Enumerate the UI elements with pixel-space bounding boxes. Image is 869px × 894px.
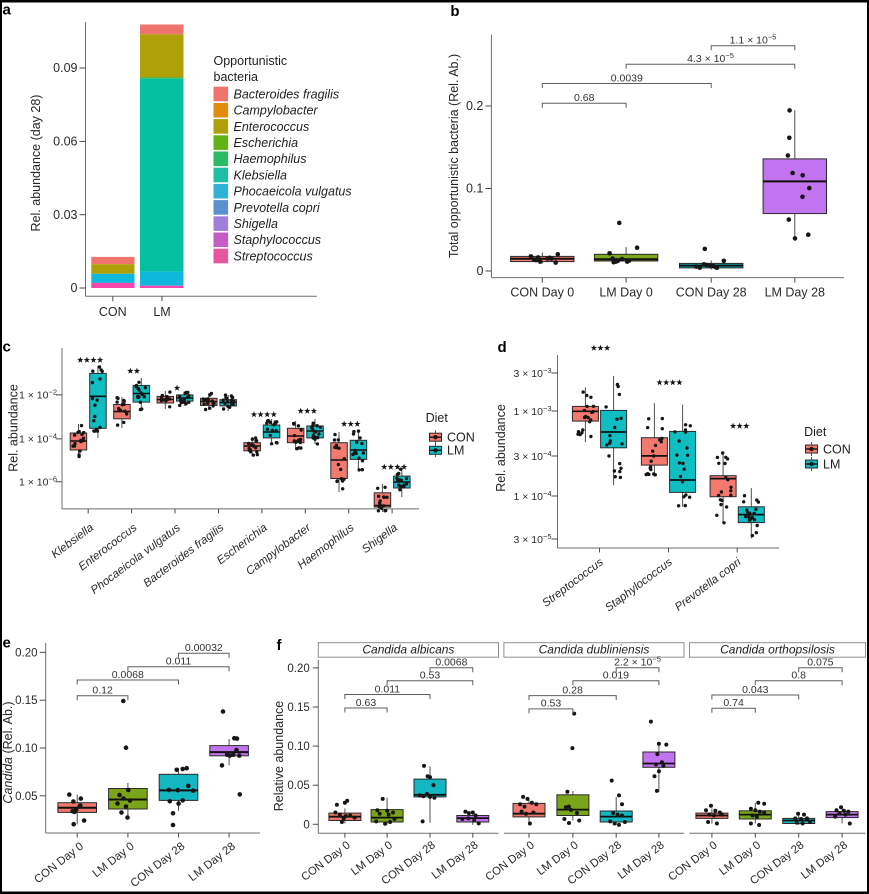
svg-text:0.20: 0.20: [15, 647, 37, 659]
svg-text:Rel. abundance (day 28): Rel. abundance (day 28): [29, 95, 43, 232]
svg-text:bacteria: bacteria: [214, 70, 259, 84]
svg-text:0.12: 0.12: [92, 685, 113, 697]
svg-text:0.06: 0.06: [53, 135, 77, 149]
svg-text:0.10: 0.10: [287, 741, 309, 753]
svg-text:0.011: 0.011: [375, 683, 401, 695]
svg-text:Opportunistic: Opportunistic: [214, 54, 288, 68]
svg-text:Staphylococcus: Staphylococcus: [234, 233, 322, 247]
svg-text:0.0068: 0.0068: [112, 669, 144, 681]
svg-text:Rel. abundance: Rel. abundance: [494, 404, 508, 492]
svg-text:0.03: 0.03: [53, 208, 77, 222]
svg-text:0.53: 0.53: [541, 698, 562, 710]
svg-text:Candida orthopsilosis: Candida orthopsilosis: [720, 643, 835, 657]
svg-text:1 × 10−2: 1 × 10−2: [19, 388, 57, 402]
svg-text:LM: LM: [153, 305, 170, 319]
svg-text:0.09: 0.09: [53, 61, 77, 75]
svg-text:0.20: 0.20: [287, 663, 309, 675]
svg-text:Bacteroides fragilis: Bacteroides fragilis: [234, 87, 340, 101]
svg-text:Diet: Diet: [426, 411, 449, 425]
svg-text:f: f: [277, 637, 283, 654]
svg-text:Candida dubliniensis: Candida dubliniensis: [539, 643, 650, 657]
svg-text:Relative abundance: Relative abundance: [272, 701, 286, 812]
svg-text:Shigella: Shigella: [234, 217, 279, 231]
svg-text:0.2: 0.2: [466, 99, 483, 113]
svg-text:0: 0: [476, 264, 483, 278]
svg-text:0: 0: [71, 281, 78, 295]
svg-text:0: 0: [303, 819, 309, 831]
svg-text:e: e: [3, 635, 11, 652]
svg-text:CON: CON: [447, 431, 475, 445]
svg-text:Prevotella copri: Prevotella copri: [234, 201, 321, 215]
svg-text:0.05: 0.05: [287, 780, 309, 792]
svg-text:0.28: 0.28: [562, 684, 583, 696]
svg-text:c: c: [3, 339, 11, 356]
svg-text:1 × 10−4: 1 × 10−4: [513, 489, 551, 503]
svg-text:0.075: 0.075: [807, 657, 833, 669]
svg-text:3 × 10−4: 3 × 10−4: [513, 449, 551, 463]
svg-text:b: b: [450, 3, 459, 20]
svg-text:Klebsiella: Klebsiella: [234, 168, 288, 182]
svg-text:0.10: 0.10: [15, 743, 37, 755]
svg-text:CON: CON: [99, 305, 127, 319]
svg-text:Enterococcus: Enterococcus: [234, 120, 310, 134]
svg-text:0.63: 0.63: [356, 697, 377, 709]
svg-text:1 × 10−3: 1 × 10−3: [513, 404, 551, 418]
svg-text:CON Day 0: CON Day 0: [510, 286, 574, 300]
svg-text:LM Day 28: LM Day 28: [765, 286, 825, 300]
svg-text:Haemophilus: Haemophilus: [234, 152, 307, 166]
svg-text:0.8: 0.8: [791, 670, 806, 682]
svg-text:0.15: 0.15: [15, 695, 37, 707]
svg-text:Candida albicans: Candida albicans: [362, 643, 454, 657]
svg-text:LM: LM: [447, 444, 464, 458]
svg-text:0.019: 0.019: [603, 670, 629, 682]
svg-text:Diet: Diet: [804, 425, 827, 439]
svg-text:3 × 10−5: 3 × 10−5: [513, 532, 551, 546]
svg-text:Total opportunistic bacteria (: Total opportunistic bacteria (Rel. Ab.): [447, 54, 461, 258]
svg-text:4.3 × 10−5: 4.3 × 10−5: [687, 51, 734, 65]
svg-text:a: a: [3, 2, 12, 19]
svg-text:d: d: [498, 339, 507, 356]
svg-text:CON: CON: [823, 442, 851, 456]
svg-text:2.2 × 10−5: 2.2 × 10−5: [614, 655, 661, 669]
svg-text:Phocaeicola vulgatus: Phocaeicola vulgatus: [234, 185, 352, 199]
svg-text:Campylobacter: Campylobacter: [234, 104, 319, 118]
svg-text:0.0039: 0.0039: [611, 72, 643, 84]
svg-text:0.00032: 0.00032: [185, 642, 223, 654]
svg-text:0.05: 0.05: [15, 791, 37, 803]
svg-text:CON Day 28: CON Day 28: [676, 286, 747, 300]
svg-text:0.74: 0.74: [723, 697, 744, 709]
svg-text:0.15: 0.15: [287, 702, 309, 714]
svg-text:1 × 10−4: 1 × 10−4: [19, 432, 57, 446]
svg-text:3 × 10−3: 3 × 10−3: [513, 366, 551, 380]
svg-text:0.043: 0.043: [742, 684, 768, 696]
svg-text:0.68: 0.68: [574, 92, 595, 104]
svg-text:LM: LM: [823, 457, 840, 471]
svg-text:1.1 × 10−5: 1.1 × 10−5: [730, 33, 777, 47]
svg-text:Candida (Rel. Ab.): Candida (Rel. Ab.): [1, 701, 15, 803]
svg-text:0.011: 0.011: [166, 656, 192, 668]
svg-text:Escherichia: Escherichia: [234, 136, 299, 150]
svg-text:Streptococcus: Streptococcus: [234, 249, 313, 263]
svg-text:0.53: 0.53: [420, 670, 441, 682]
svg-text:LM Day 0: LM Day 0: [599, 286, 653, 300]
svg-text:0.0068: 0.0068: [435, 657, 467, 669]
svg-text:Rel. abundance: Rel. abundance: [7, 384, 21, 472]
svg-text:0.1: 0.1: [466, 182, 483, 196]
svg-text:1 × 10−6: 1 × 10−6: [19, 475, 57, 489]
